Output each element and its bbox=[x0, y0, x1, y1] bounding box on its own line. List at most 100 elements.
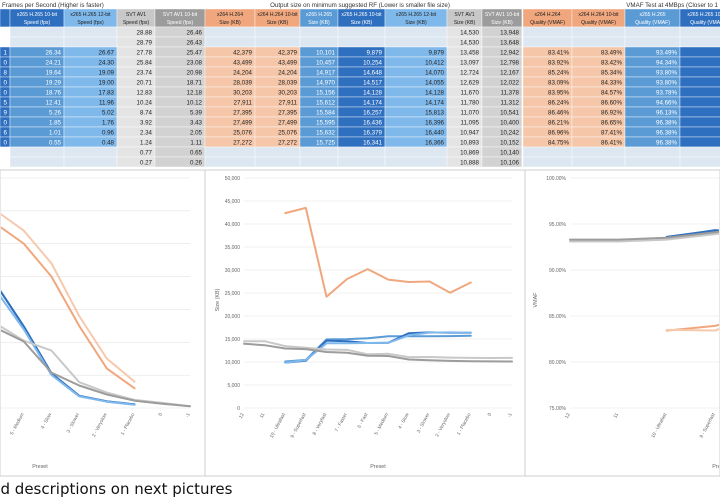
header-unit: Size (KB) bbox=[267, 20, 289, 26]
table-cell-value: 1.85 bbox=[49, 119, 62, 126]
table-cell-value: 11,095 bbox=[461, 119, 480, 126]
table-cell-value: 28,039 bbox=[233, 79, 252, 86]
table-cell-value: 8 bbox=[4, 69, 8, 76]
table-cell-value: 15,595 bbox=[316, 119, 335, 126]
table-cell-value: 16,366 bbox=[425, 139, 444, 146]
table-cell-value: 13,948 bbox=[500, 29, 519, 36]
table-cell-value: 42,379 bbox=[233, 49, 252, 56]
header-unit: Speed (fps) bbox=[167, 20, 194, 26]
caption-text: nd descriptions on next pictures bbox=[0, 480, 233, 498]
table-cell-value: 1.76 bbox=[102, 119, 115, 126]
series-line bbox=[665, 323, 719, 332]
table-cell-value: 42,379 bbox=[278, 49, 297, 56]
table-cell-value: 6 bbox=[4, 129, 8, 136]
table-cell bbox=[679, 76, 720, 88]
data-table: Frames per Second (Higher is faster) Outp… bbox=[0, 0, 720, 168]
table-cell-value: 0.77 bbox=[140, 149, 153, 156]
y-tick-label: 45,000 bbox=[225, 199, 241, 205]
table-cell-value: 9 bbox=[4, 109, 8, 116]
header-label: x264 H.264 10-bit bbox=[257, 12, 298, 18]
table-cell bbox=[9, 36, 65, 48]
table-cell bbox=[254, 146, 301, 158]
series-line bbox=[1, 329, 191, 408]
table-cell-value: 0.48 bbox=[102, 139, 115, 146]
table-cell-value: 84.57% bbox=[601, 89, 622, 96]
table-cell-value: 0.65 bbox=[190, 149, 203, 156]
table-cell-value: 17.83 bbox=[99, 89, 115, 96]
table-cell-value: 5.02 bbox=[102, 109, 115, 116]
header-label: x265 H.265 bbox=[306, 12, 332, 18]
table-cell bbox=[0, 146, 11, 158]
y-tick-label: 35,000 bbox=[225, 245, 241, 251]
table-cell-value: 12,167 bbox=[500, 69, 519, 76]
header-label: x264 H.264 bbox=[534, 12, 560, 18]
table-cell-value: 10,400 bbox=[500, 119, 519, 126]
table-cell-value: 20.98 bbox=[187, 69, 203, 76]
header-unit: Size (KB) bbox=[351, 20, 373, 26]
y-tick-label: 95.00% bbox=[549, 222, 567, 228]
table-cell-value: 24,204 bbox=[278, 69, 297, 76]
table-cell-value: 94.34% bbox=[656, 59, 677, 66]
chart-panel bbox=[524, 169, 720, 477]
table-cell bbox=[384, 146, 448, 158]
table-cell bbox=[384, 156, 448, 168]
table-cell bbox=[254, 156, 301, 168]
table-cell-value: 23.74 bbox=[137, 69, 153, 76]
table-cell-value: 9,879 bbox=[429, 49, 445, 56]
series-line bbox=[665, 229, 719, 238]
table-cell bbox=[204, 146, 256, 158]
table-cell-value: 11,670 bbox=[461, 89, 480, 96]
table-cell-value: 10,152 bbox=[500, 139, 519, 146]
header-label: x264 H.264 bbox=[217, 12, 243, 18]
header-unit: Quality (VMAF) bbox=[635, 20, 670, 26]
table-cell-value: 10,893 bbox=[460, 139, 479, 146]
table-cell-value: 14,517 bbox=[363, 79, 382, 86]
header-unit: Speed (fps) bbox=[24, 20, 51, 26]
table-cell bbox=[63, 36, 118, 48]
table-cell-value: 16,257 bbox=[363, 109, 382, 116]
table-cell-value: 27,911 bbox=[279, 99, 298, 106]
table-cell bbox=[571, 36, 626, 48]
header-label: SVT AV1 bbox=[126, 12, 146, 18]
table-cell-value: 2.05 bbox=[190, 129, 203, 136]
table-cell-value: 86.92% bbox=[601, 109, 622, 116]
table-cell bbox=[384, 26, 448, 38]
table-cell-value: 27,272 bbox=[278, 139, 297, 146]
header-unit: Size (KB) bbox=[308, 20, 330, 26]
table-cell bbox=[337, 26, 386, 38]
table-cell bbox=[63, 26, 118, 38]
series-line bbox=[569, 232, 719, 243]
table-cell-value: 3.43 bbox=[190, 119, 203, 126]
table-cell-value: 14,070 bbox=[425, 69, 444, 76]
header-label: SVT AV1 bbox=[454, 12, 474, 18]
table-cell-value: 15,632 bbox=[316, 129, 335, 136]
table-cell-value: 0.55 bbox=[49, 139, 62, 146]
table-cell-value: 87.41% bbox=[601, 129, 622, 136]
header-label: x265 H.265 12-bit bbox=[396, 12, 437, 18]
table-cell-value: 83.41% bbox=[548, 49, 569, 56]
table-cell-value: 12.18 bbox=[187, 89, 203, 96]
table-cell bbox=[299, 26, 339, 38]
series-line bbox=[1, 226, 136, 390]
series-line bbox=[284, 206, 472, 298]
table-cell bbox=[204, 36, 256, 48]
header-label: x265 H.265 10-bit bbox=[341, 12, 382, 18]
series-line bbox=[569, 230, 719, 241]
table-cell bbox=[299, 146, 339, 158]
header-unit: Quality (VMAF) bbox=[690, 20, 720, 26]
table-cell-value: 5.39 bbox=[190, 109, 203, 116]
table-cell bbox=[679, 116, 720, 128]
table-cell-value: 14,648 bbox=[363, 69, 382, 76]
table-cell bbox=[679, 146, 720, 158]
table-cell bbox=[679, 56, 720, 68]
table-cell-value: 26.67 bbox=[99, 49, 115, 56]
table-cell-value: 11,070 bbox=[461, 109, 480, 116]
table-cell-value: 85.24% bbox=[548, 69, 569, 76]
table-cell-value: 24.30 bbox=[99, 59, 115, 66]
table-cell bbox=[571, 26, 626, 38]
table-cell-value: 9,879 bbox=[367, 49, 383, 56]
table-cell bbox=[337, 156, 386, 168]
header-unit: Speed (fps) bbox=[123, 20, 150, 26]
table-cell-value: 10,254 bbox=[363, 59, 382, 66]
table-cell bbox=[571, 156, 626, 168]
